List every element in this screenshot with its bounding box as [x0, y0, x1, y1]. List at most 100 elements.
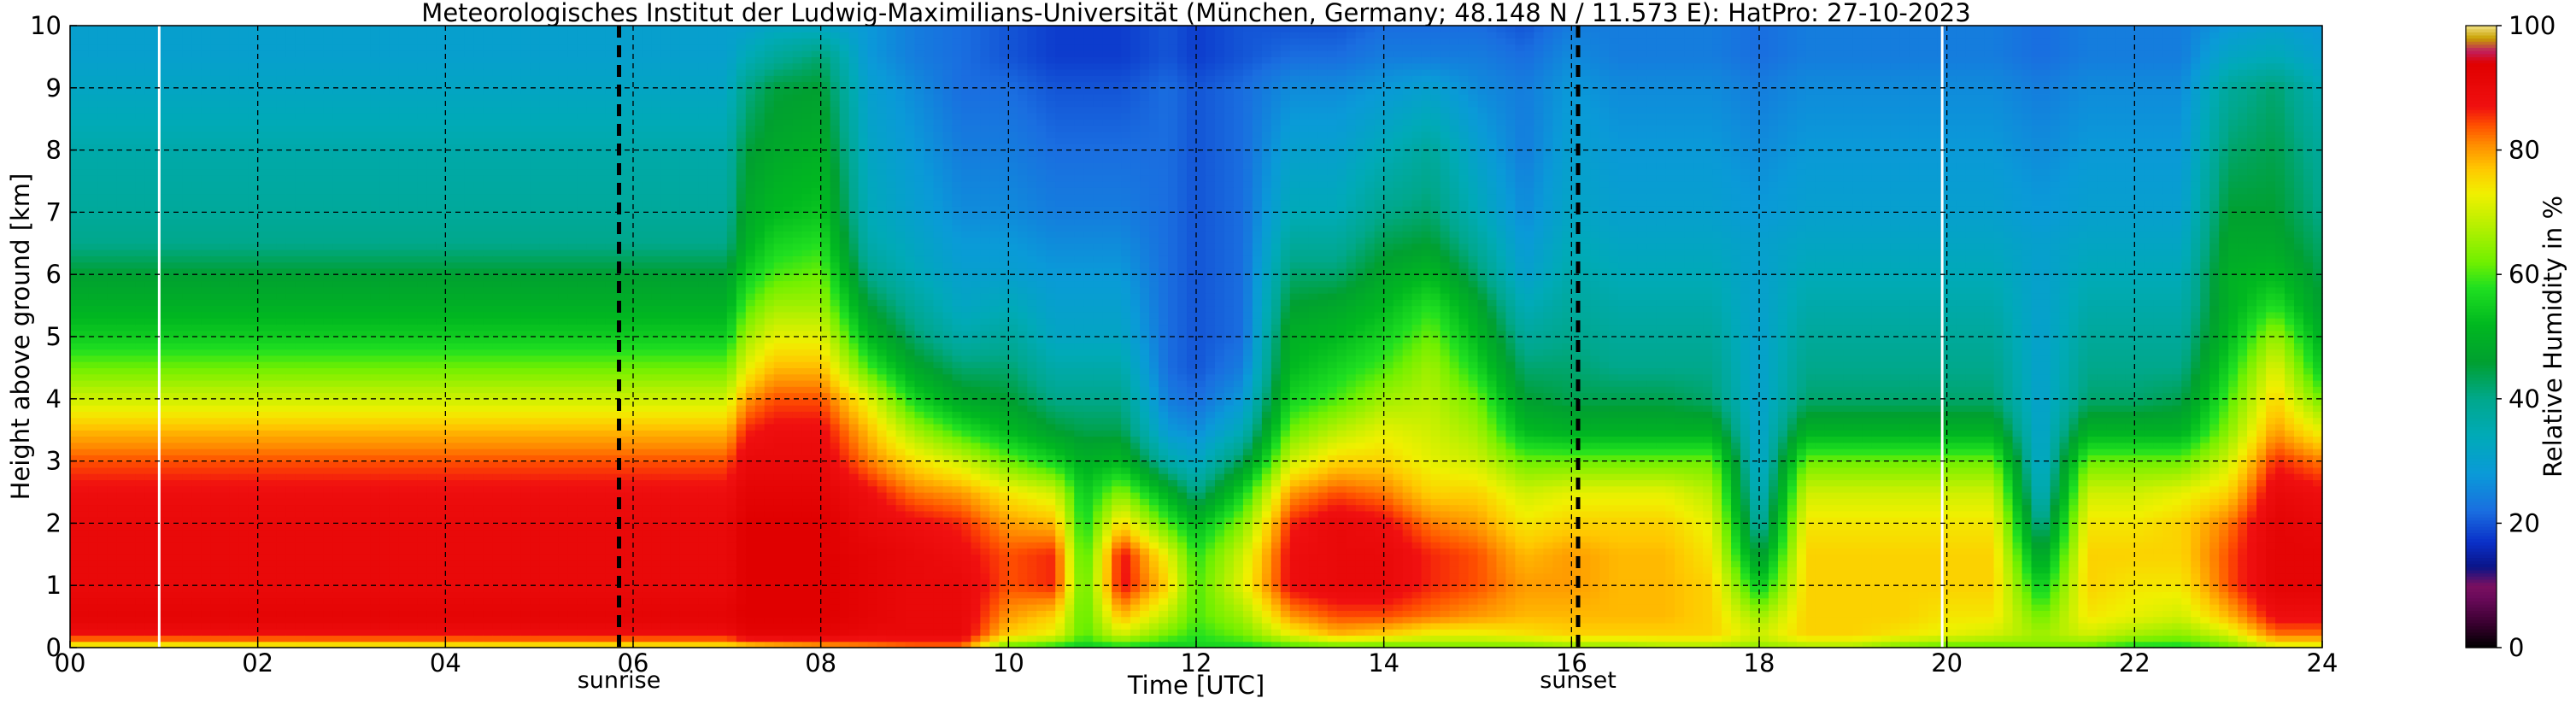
heatmap-cell [445, 237, 455, 244]
heatmap-cell [126, 635, 137, 642]
heatmap-cell [511, 56, 521, 64]
heatmap-cell [116, 349, 127, 356]
heatmap-cell [88, 150, 99, 157]
heatmap-cell [173, 212, 184, 220]
heatmap-cell [511, 75, 521, 83]
heatmap-cell [229, 125, 240, 132]
heatmap-cell [342, 106, 353, 114]
heatmap-cell [70, 337, 80, 343]
heatmap-cell [436, 87, 446, 95]
heatmap-cell [285, 566, 296, 574]
heatmap-cell [455, 411, 465, 419]
heatmap-cell [276, 249, 287, 256]
heatmap-cell [361, 386, 372, 394]
heatmap-cell [238, 498, 249, 506]
heatmap-cell [163, 324, 174, 331]
heatmap-cell [135, 324, 146, 331]
heatmap-cell [483, 343, 493, 350]
heatmap-cell [530, 144, 540, 151]
heatmap-cell [276, 361, 287, 368]
heatmap-cell [126, 144, 137, 151]
heatmap-cell [332, 572, 343, 580]
heatmap-cell [144, 174, 155, 182]
heatmap-cell [445, 150, 455, 157]
heatmap-cell [492, 466, 502, 474]
heatmap-cell [304, 585, 315, 593]
heatmap-cell [126, 231, 137, 238]
heatmap-cell [79, 479, 90, 487]
heatmap-cell [464, 510, 474, 518]
heatmap-cell [464, 267, 474, 275]
heatmap-cell [511, 629, 521, 637]
heatmap-cell [248, 417, 259, 425]
heatmap-cell [70, 231, 80, 238]
heatmap-cell [220, 473, 231, 481]
heatmap-cell [464, 373, 474, 381]
heatmap-cell [342, 578, 353, 586]
heatmap-cell [107, 274, 118, 282]
heatmap-cell [257, 144, 268, 151]
heatmap-cell [126, 318, 137, 326]
heatmap-cell [79, 330, 90, 337]
heatmap-cell [107, 492, 118, 499]
heatmap-cell [135, 578, 146, 586]
heatmap-cell [116, 32, 127, 39]
heatmap-cell [426, 181, 437, 188]
heatmap-cell [201, 249, 212, 256]
heatmap-cell [191, 542, 202, 549]
heatmap-cell [182, 280, 193, 288]
heatmap-cell [126, 237, 137, 244]
heatmap-cell [163, 572, 174, 580]
heatmap-cell [220, 168, 231, 176]
heatmap-cell [464, 398, 474, 406]
heatmap-cell [304, 50, 315, 57]
heatmap-cell [379, 604, 390, 611]
heatmap-cell [379, 591, 390, 599]
heatmap-cell [511, 361, 521, 368]
heatmap-cell [314, 436, 325, 443]
heatmap-cell [97, 237, 109, 244]
heatmap-cell [473, 510, 484, 518]
heatmap-cell [408, 398, 418, 406]
heatmap-cell [173, 144, 184, 151]
heatmap-cell [511, 218, 521, 226]
heatmap-cell [530, 212, 540, 220]
heatmap-cell [464, 485, 474, 493]
heatmap-cell [398, 62, 408, 70]
heatmap-cell [389, 324, 400, 331]
heatmap-cell [361, 498, 372, 506]
heatmap-cell [97, 436, 109, 443]
heatmap-cell [342, 560, 353, 567]
heatmap-cell [135, 622, 146, 630]
heatmap-cell [332, 330, 343, 337]
heatmap-cell [173, 466, 184, 474]
heatmap-cell [248, 106, 259, 114]
heatmap-cell [304, 324, 315, 331]
heatmap-cell [173, 572, 184, 580]
heatmap-cell [511, 187, 521, 195]
heatmap-cell [520, 94, 531, 101]
heatmap-cell [314, 392, 325, 400]
heatmap-cell [530, 529, 540, 537]
heatmap-cell [389, 542, 400, 549]
heatmap-cell [389, 50, 400, 57]
heatmap-cell [248, 206, 259, 213]
heatmap-cell [229, 585, 240, 593]
heatmap-cell [389, 635, 400, 642]
heatmap-cell [182, 411, 193, 419]
heatmap-cell [285, 212, 296, 220]
heatmap-cell [295, 81, 306, 89]
heatmap-cell [182, 293, 193, 300]
heatmap-cell [398, 56, 408, 64]
heatmap-cell [511, 479, 521, 487]
heatmap-cell [79, 144, 90, 151]
heatmap-cell [116, 305, 127, 313]
heatmap-cell [436, 193, 446, 201]
heatmap-cell [79, 181, 90, 188]
heatmap-cell [182, 436, 193, 443]
heatmap-cell [79, 616, 90, 624]
heatmap-cell [417, 597, 427, 605]
heatmap-cell [79, 243, 90, 250]
heatmap-cell [295, 504, 306, 512]
heatmap-cell [323, 125, 334, 132]
